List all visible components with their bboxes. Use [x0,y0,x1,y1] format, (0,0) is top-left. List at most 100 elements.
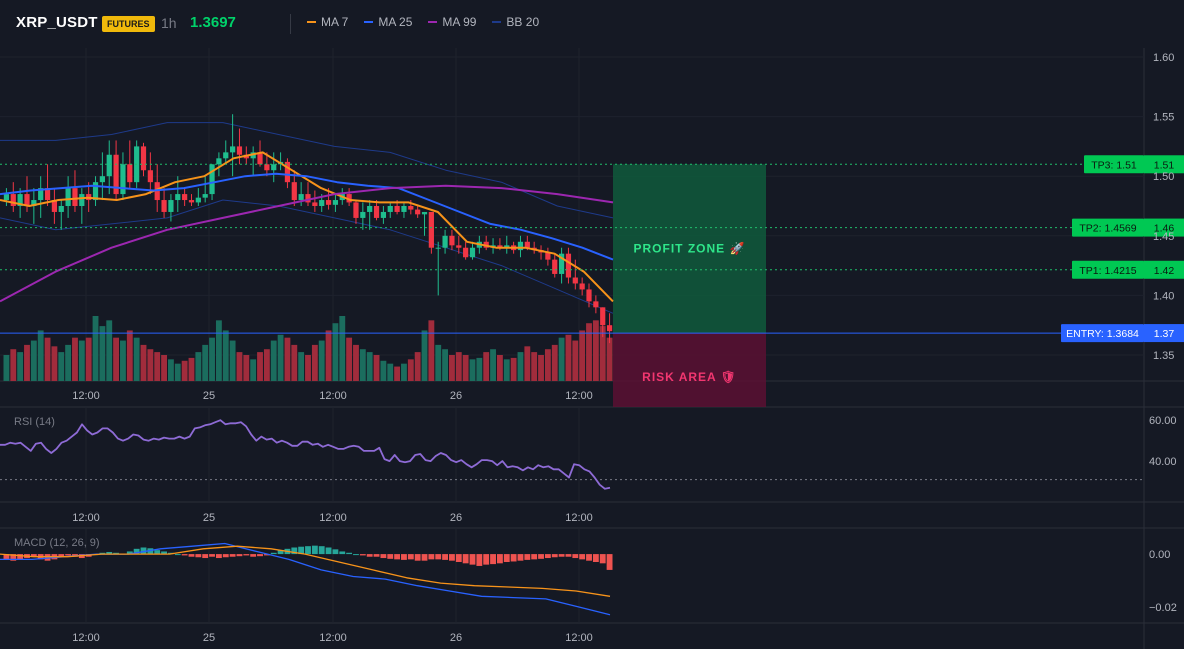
volume-bar [181,360,188,381]
candle-body [380,211,386,218]
volume-bar [366,352,373,381]
candle-body [367,206,373,212]
macd-histogram-bar [435,554,442,560]
candle-body [257,152,263,165]
macd-histogram-bar [373,554,380,557]
candle-body [298,194,304,201]
volume-bar [531,352,538,381]
macd-histogram-bar [592,554,599,562]
macd-histogram-bar [387,554,394,559]
timeframe-label[interactable]: 1h [161,15,177,31]
macd-histogram-bar [353,554,359,556]
macd-histogram-bar [215,554,222,559]
legend-label: MA 99 [442,15,477,29]
volume-bar [277,334,284,381]
macd-histogram-bar [30,554,37,557]
candle-body [120,164,126,195]
macd-tick-label: −0.02 [1149,602,1177,614]
volume-bar [167,359,174,381]
rsi-line [0,419,611,490]
volume-bar [394,366,401,381]
candle-body [31,200,37,206]
volume-bar [92,316,99,381]
macd-histogram-bar [277,550,284,555]
macd-histogram-bar [538,554,544,559]
candle-body [435,247,441,249]
volume-bar [17,352,24,381]
volume-bar [428,320,435,381]
macd-histogram-bar [58,554,65,557]
legend-item[interactable]: MA 25 [364,15,412,29]
volume-bar [209,337,215,381]
time-tick-label: 12:00 [565,632,593,644]
volume-bar [126,330,133,381]
volume-bar [442,349,449,381]
volume-bar [243,355,250,381]
legend-label: MA 7 [321,15,349,29]
level-axis-label: 1.46 [1154,223,1175,235]
candle-body [558,253,565,274]
macd-histogram-bar [243,554,250,556]
legend-item[interactable]: MA 7 [307,15,348,29]
macd-histogram-bar [174,554,181,556]
rsi-tick-label: 40.00 [1149,456,1177,468]
profit-zone-label: PROFIT ZONE 🚀 [634,242,746,256]
legend-item[interactable]: BB 20 [492,15,539,29]
candle-body [175,194,181,201]
candle-body [332,200,339,205]
volume-bar [318,340,325,381]
macd-histogram-bar [476,554,483,566]
level-tag-label: ENTRY: 1.3684 [1066,328,1139,340]
volume-bar [85,337,92,381]
time-tick-label: 26 [450,632,462,644]
volume-bar [99,326,106,381]
legend-swatch [428,21,438,23]
candle-body [517,241,524,251]
candle-body [545,252,551,260]
candle-body [51,200,58,212]
candle-body [565,253,572,278]
volume-bar [250,359,257,381]
volume-bar [332,323,339,381]
macd-histogram-bar [133,548,140,555]
macd-histogram-bar [236,554,243,557]
volume-bar [414,352,421,381]
volume-bar [202,344,209,381]
volume-bar [455,352,462,381]
macd-histogram-bar [531,554,538,560]
candle-body [161,200,167,212]
legend-swatch [492,21,502,23]
volume-bar [579,330,586,381]
symbol-label[interactable]: XRP_USDT [16,14,98,31]
macd-histogram-bar [113,552,120,555]
volume-bar [236,352,243,381]
volume-bar [174,363,181,381]
candle-body [552,259,558,274]
candle-body [3,194,10,201]
macd-histogram-bar [250,554,257,557]
volume-bar [606,337,613,381]
volume-bar [407,359,414,381]
candle-body [147,170,153,183]
candle-body [127,164,133,183]
macd-histogram-bar [407,554,414,560]
risk-zone [613,333,766,407]
price-tick-label: 1.35 [1153,350,1174,362]
macd-histogram-bar [579,554,586,560]
candle-body [188,200,195,203]
macd-histogram-bar [339,551,346,555]
macd-histogram-bar [263,554,270,556]
candle-body [223,152,229,159]
macd-histogram-bar [483,554,490,565]
candle-body [421,211,428,215]
legend-item[interactable]: MA 99 [428,15,476,29]
macd-histogram-bar [401,554,407,560]
time-tick-label: 12:00 [72,390,100,402]
time-tick-label: 25 [203,632,215,644]
macd-histogram-bar [455,554,462,562]
ma-line-MA99 [0,184,614,303]
time-tick-label: 12:00 [72,632,100,644]
macd-histogram-bar [366,554,373,557]
volume-bar [565,334,572,381]
